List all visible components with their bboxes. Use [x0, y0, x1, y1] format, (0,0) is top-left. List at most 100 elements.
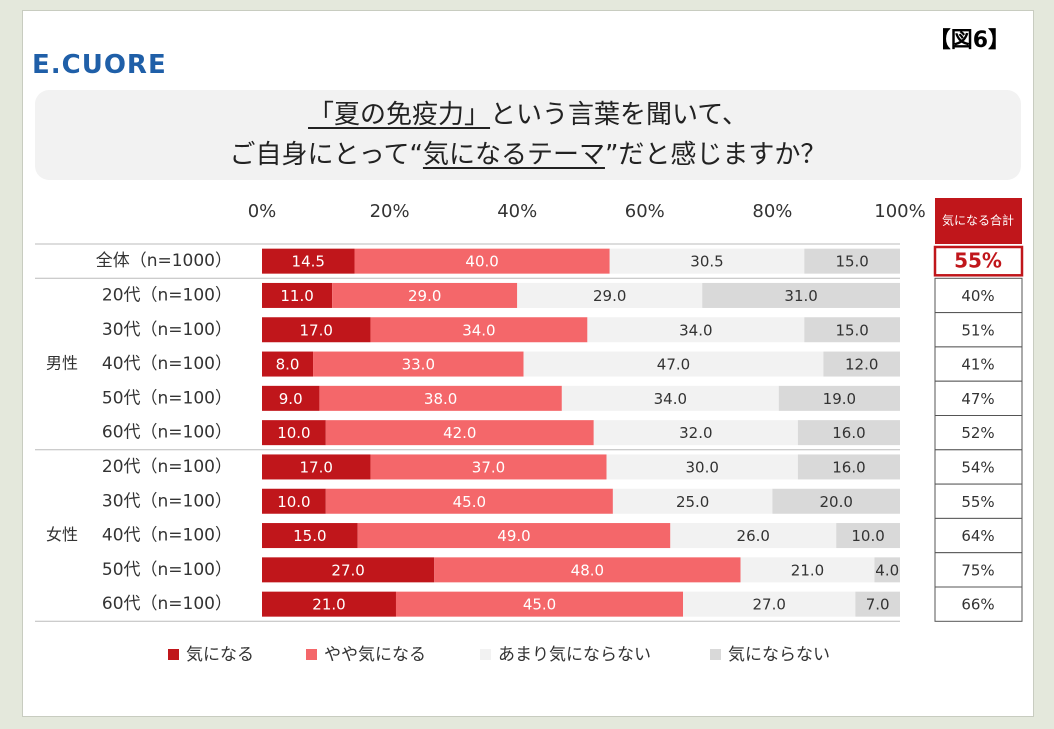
value-label: 27.0: [331, 561, 364, 579]
title-part: ご自身にとって“: [229, 140, 423, 170]
bar-segment: [823, 351, 900, 377]
bar-segment: [370, 454, 607, 480]
total-box: [934, 586, 1023, 622]
bar-segment: [434, 557, 741, 583]
value-label: 29.0: [593, 287, 626, 305]
bar-segment: [319, 385, 562, 411]
value-label: 45.0: [453, 493, 486, 511]
title-part: という言葉を聞いて、: [490, 100, 748, 130]
value-label: 49.0: [497, 527, 530, 545]
bar-segment: [262, 351, 314, 377]
value-label: 25.0: [676, 493, 709, 511]
bar-segment: [370, 317, 588, 343]
value-label: 10.0: [277, 493, 310, 511]
y-tick-label: 50代（n=100）: [102, 560, 232, 580]
x-tick-label: 80%: [752, 201, 792, 222]
title-part: 気になるテーマ: [422, 140, 605, 170]
value-label: 48.0: [571, 561, 604, 579]
value-label: 47.0: [657, 356, 690, 374]
bar-segment: [804, 248, 900, 274]
total-label: 40%: [961, 287, 994, 305]
value-label: 21.0: [312, 596, 345, 614]
legend-swatch: [168, 649, 179, 660]
value-label: 9.0: [279, 390, 303, 408]
value-label: 11.0: [280, 287, 313, 305]
total-box: [934, 483, 1023, 519]
bar-segment: [797, 454, 900, 480]
title-line: 「夏の免疫力」という言葉を聞いて、: [35, 95, 1021, 135]
x-tick-label: 40%: [497, 201, 537, 222]
value-label: 19.0: [823, 390, 856, 408]
legend-label: 気になる: [186, 645, 254, 665]
value-label: 34.0: [654, 390, 687, 408]
bar-segment: [262, 523, 358, 549]
legend-label: やや気になる: [324, 645, 426, 665]
y-tick-label: 30代（n=100）: [102, 320, 232, 340]
total-label: 41%: [961, 356, 994, 374]
y-tick-label: 20代（n=100）: [102, 285, 232, 305]
bar-segment: [262, 488, 326, 514]
y-tick-label: 20代（n=100）: [102, 457, 232, 477]
bar-segment: [587, 317, 805, 343]
value-label: 42.0: [443, 424, 476, 442]
value-label: 20.0: [819, 493, 852, 511]
bar-segment: [262, 317, 371, 343]
bar-segment: [804, 317, 900, 343]
logo: E.CUORE: [32, 50, 167, 80]
value-label: 31.0: [784, 287, 817, 305]
bar-segment: [313, 351, 524, 377]
bar-segment: [740, 557, 875, 583]
bar-segment: [517, 282, 703, 308]
value-label: 16.0: [832, 424, 865, 442]
legend-label: あまり気にならない: [498, 645, 651, 665]
value-label: 30.5: [690, 253, 723, 271]
x-tick-label: 20%: [370, 201, 410, 222]
value-label: 17.0: [300, 458, 333, 476]
x-tick-label: 60%: [625, 201, 665, 222]
bar-segment: [772, 488, 900, 514]
value-label: 8.0: [276, 356, 300, 374]
y-tick-label: 40代（n=100）: [102, 526, 232, 546]
group-label: 女性: [46, 525, 78, 544]
legend-swatch: [480, 649, 491, 660]
bar-segment: [262, 385, 320, 411]
bar-segment: [262, 557, 435, 583]
bar-segment: [395, 591, 684, 617]
bar-segment: [357, 523, 671, 549]
bar-segment: [523, 351, 824, 377]
totals-header: [935, 198, 1022, 244]
title-part: ”だと感じますか？: [604, 140, 827, 170]
value-label: 4.0: [875, 561, 899, 579]
total-label: 54%: [961, 458, 994, 476]
y-tick-label: 60代（n=100）: [102, 423, 232, 443]
total-label: 52%: [961, 424, 994, 442]
figure-label: 【図6】: [928, 28, 1010, 53]
value-label: 14.5: [292, 253, 325, 271]
title-box: 「夏の免疫力」という言葉を聞いて、 ご自身にとって“気になるテーマ”だと感じます…: [35, 90, 1021, 180]
bar-segment: [778, 385, 900, 411]
totals-title: 気になる合計: [942, 213, 1014, 228]
value-label: 34.0: [679, 321, 712, 339]
value-label: 7.0: [866, 596, 890, 614]
value-label: 40.0: [465, 253, 498, 271]
bar-segment: [702, 282, 900, 308]
total-label: 55%: [961, 493, 994, 511]
y-tick-label: 30代（n=100）: [102, 491, 232, 511]
value-label: 16.0: [832, 458, 865, 476]
value-label: 17.0: [300, 321, 333, 339]
legend-swatch: [710, 649, 721, 660]
value-label: 27.0: [753, 596, 786, 614]
value-label: 15.0: [835, 253, 868, 271]
bar-segment: [325, 420, 594, 446]
total-box: [933, 245, 1024, 277]
x-tick-label: 0%: [248, 201, 277, 222]
value-label: 10.0: [277, 424, 310, 442]
total-box: [934, 415, 1023, 451]
total-label: 64%: [961, 527, 994, 545]
bar-segment: [262, 420, 326, 446]
value-label: 33.0: [402, 356, 435, 374]
bar-segment: [683, 591, 856, 617]
bar-segment: [262, 282, 333, 308]
